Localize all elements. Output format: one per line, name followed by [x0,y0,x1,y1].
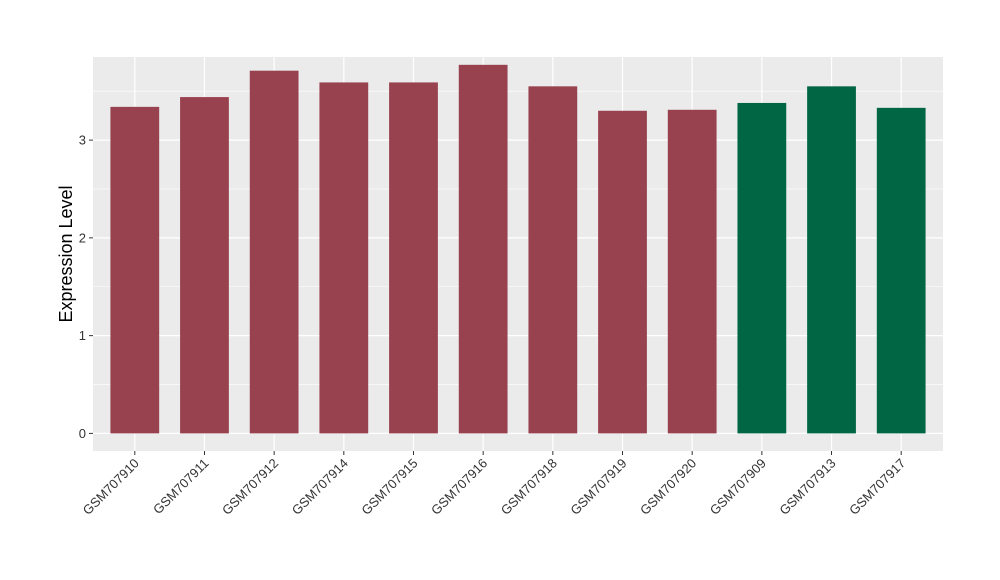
bar-GSM707917 [876,107,926,434]
y-axis-title: Expression Level [56,185,76,322]
x-tick-label: GSM707915 [358,456,420,518]
x-tick-label: GSM707919 [567,456,629,518]
x-tick-label: GSM707916 [428,456,490,518]
bar-GSM707919 [598,110,647,434]
y-axis: 0 1 2 3 [79,133,93,441]
y-tick-label: 1 [79,328,86,343]
bar-GSM707913 [807,86,856,434]
x-tick-label: GSM707914 [289,456,351,518]
bar-GSM707912 [249,70,299,434]
y-tick-label: 0 [79,426,86,441]
x-tick-label: GSM707913 [776,456,838,518]
bar-GSM707914 [319,82,369,434]
y-tick-label: 3 [79,133,86,148]
bar-GSM707915 [389,82,438,434]
bars [110,64,926,434]
bar-GSM707911 [180,97,229,434]
plot-panel [93,57,943,451]
x-axis: GSM707910 GSM707911 GSM707912 GSM707914 GSM7… [80,451,908,518]
x-tick-label: GSM707918 [498,456,560,518]
bar-GSM707910 [110,106,160,434]
x-tick-label: GSM707910 [80,456,142,518]
bar-GSM707918 [528,86,578,434]
x-tick-label: GSM707920 [637,456,699,518]
bar-GSM707909 [737,102,787,434]
x-tick-label: GSM707912 [219,456,281,518]
bar-GSM707920 [667,109,717,434]
bar-GSM707916 [458,64,508,434]
x-tick-label: GSM707917 [846,456,908,518]
x-tick-label: GSM707909 [707,456,769,518]
y-tick-label: 2 [79,230,86,245]
x-tick-label: GSM707911 [150,456,212,518]
